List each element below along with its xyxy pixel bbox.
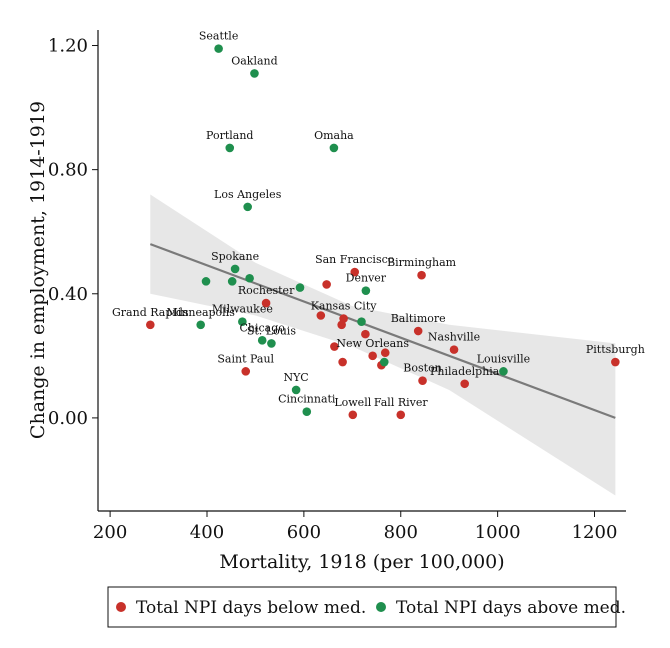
point-label: San Francisco xyxy=(315,253,395,266)
data-point-below xyxy=(417,270,426,280)
data-point-below xyxy=(449,345,459,354)
fit-line xyxy=(149,243,616,419)
x-tick-label: 200 xyxy=(93,522,127,543)
data-point-above xyxy=(379,357,389,367)
data-point-above xyxy=(238,317,247,327)
data-point-below xyxy=(361,329,370,339)
x-tick-label: 400 xyxy=(190,522,224,543)
data-point-below xyxy=(322,280,331,289)
y-tick-label: 0.00 xyxy=(48,408,88,429)
legend-marker-below xyxy=(116,602,126,612)
data-point-below xyxy=(241,367,251,376)
data-point-below xyxy=(368,351,377,361)
point-label: Baltimore xyxy=(391,312,446,325)
data-point-below xyxy=(338,357,347,367)
data-point-below xyxy=(316,311,326,320)
point-label: Spokane xyxy=(211,250,259,263)
data-point-above xyxy=(267,339,276,348)
point-label: Los Angeles xyxy=(214,188,282,201)
confidence-band xyxy=(150,194,616,496)
point-label: Seattle xyxy=(199,30,238,43)
confidence-band-layer xyxy=(150,194,616,496)
data-point-above xyxy=(357,317,366,327)
data-point-above xyxy=(302,407,312,416)
data-point-below xyxy=(611,357,620,367)
point-labels: Grand Rapids Saint Paul Rochester San Franc… xyxy=(112,30,645,409)
y-axis-title: Change in employment, 1914-1919 xyxy=(27,101,49,439)
y-tick-label: 0.40 xyxy=(48,284,88,305)
point-label: Boston xyxy=(403,362,441,375)
fit-line-layer xyxy=(149,243,616,419)
point-label: St. Louis xyxy=(247,324,296,337)
point-label: Lowell xyxy=(334,396,371,409)
legend-marker-above xyxy=(376,602,386,612)
point-label: Grand Rapids xyxy=(112,306,189,319)
data-point-below xyxy=(350,267,360,277)
x-tick-label: 600 xyxy=(287,522,321,543)
x-tick-label: 800 xyxy=(384,522,418,543)
data-point-below xyxy=(348,410,358,420)
y-tick-label: 0.80 xyxy=(48,160,88,181)
x-ticks: 200 400 600 800 1000 1200 xyxy=(93,511,617,543)
point-label: Omaha xyxy=(314,129,354,142)
data-point-below xyxy=(261,298,271,308)
y-tick-label: 1.20 xyxy=(48,36,88,57)
data-point-above xyxy=(250,69,259,78)
x-tick-label: 1000 xyxy=(475,522,521,543)
data-point-below xyxy=(146,320,155,330)
point-label: Minneapolis xyxy=(167,306,236,319)
data-point-below xyxy=(380,348,390,358)
y-ticks: 0.00 0.40 0.80 1.20 xyxy=(48,36,98,429)
data-point-above xyxy=(230,264,240,274)
data-point-above xyxy=(295,283,305,292)
x-axis-title: Mortality, 1918 (per 100,000) xyxy=(219,551,504,573)
point-label: Portland xyxy=(206,129,253,142)
legend-label-below: Total NPI days below med. xyxy=(136,598,366,618)
point-label: Pittsburgh xyxy=(586,343,645,356)
data-point-below xyxy=(460,379,469,389)
data-point-above xyxy=(225,143,235,153)
point-label: Saint Paul xyxy=(217,352,274,365)
data-points xyxy=(146,44,620,420)
point-label: Rochester xyxy=(238,284,295,297)
data-point-above xyxy=(196,320,205,330)
point-label: Philadelphia xyxy=(430,365,500,378)
point-label: Nashville xyxy=(428,331,480,344)
x-tick-label: 1200 xyxy=(572,522,618,543)
data-point-above xyxy=(361,286,371,295)
point-label: Oakland xyxy=(231,54,277,67)
legend-label-above: Total NPI days above med. xyxy=(396,598,626,618)
data-point-above xyxy=(243,202,252,212)
point-label: Birmingham xyxy=(387,256,457,269)
point-label: Chicago xyxy=(240,321,286,334)
point-label: Cincinnati xyxy=(278,393,336,406)
data-point-below xyxy=(330,342,339,351)
data-point-below xyxy=(418,376,427,385)
point-label: New Orleans xyxy=(336,337,409,350)
data-point-above xyxy=(257,336,267,345)
legend-box xyxy=(107,586,617,628)
data-point-below xyxy=(337,320,346,330)
legend: Total NPI days below med. Total NPI days… xyxy=(107,586,626,628)
data-point-above xyxy=(291,385,301,395)
data-point-above xyxy=(201,277,211,286)
point-label: Denver xyxy=(346,272,387,285)
data-point-below xyxy=(413,326,423,336)
point-label: NYC xyxy=(284,371,309,384)
point-label: Kansas City xyxy=(311,300,378,313)
data-point-above xyxy=(329,143,339,153)
data-point-above xyxy=(245,273,254,283)
point-label: Fall River xyxy=(374,396,429,409)
point-label: Louisville xyxy=(477,352,530,365)
data-point-above xyxy=(214,44,223,53)
data-point-below xyxy=(396,410,406,420)
point-label: Milwaukee xyxy=(212,303,273,316)
data-point-above xyxy=(499,367,508,376)
data-point-above xyxy=(227,277,237,286)
